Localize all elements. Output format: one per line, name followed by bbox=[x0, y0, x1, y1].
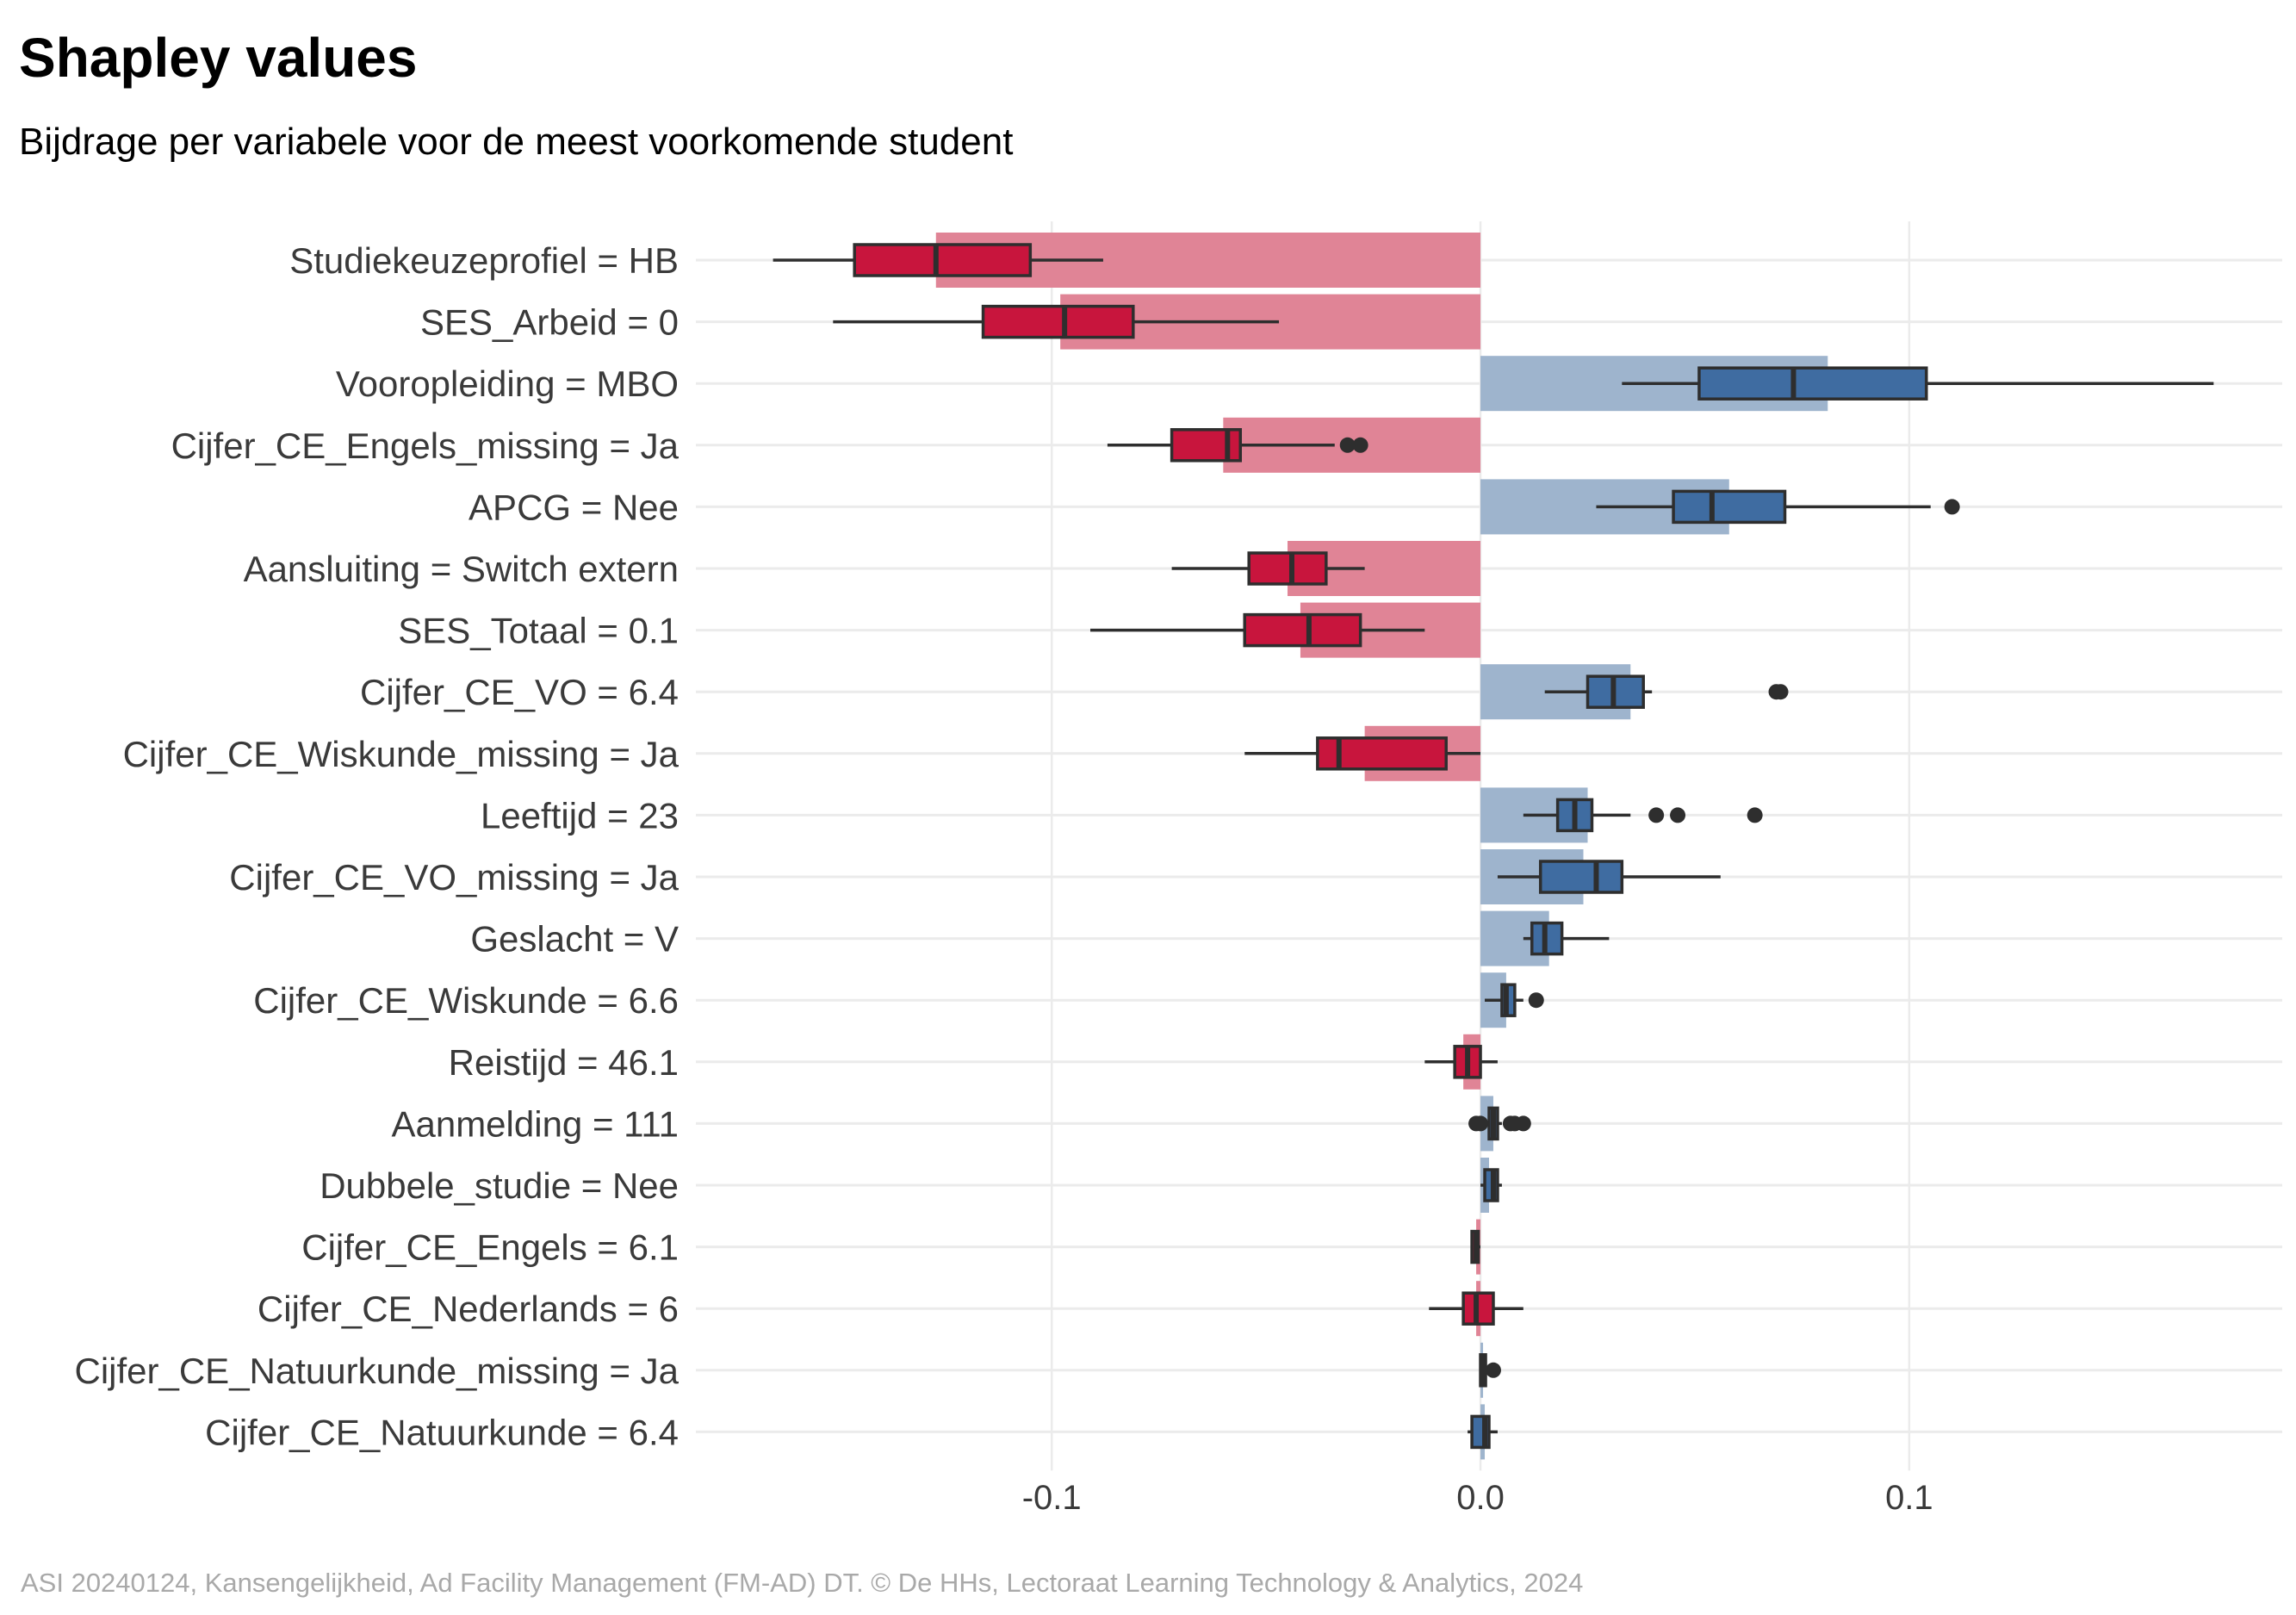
y-label-16: Cijfer_CE_Engels = 6.1 bbox=[301, 1227, 679, 1268]
outlier-14-4 bbox=[1515, 1115, 1531, 1132]
y-label-0: Studiekeuzeprofiel = HB bbox=[289, 240, 679, 281]
outlier-18-0 bbox=[1485, 1362, 1501, 1378]
y-label-8: Cijfer_CE_Wiskunde_missing = Ja bbox=[123, 734, 679, 774]
y-label-19: Cijfer_CE_Natuurkunde = 6.4 bbox=[205, 1412, 679, 1452]
outlier-9-2 bbox=[1747, 807, 1763, 823]
box-5 bbox=[1247, 551, 1328, 586]
x-tick-label-1: 0.0 bbox=[1456, 1479, 1505, 1517]
bar-layer bbox=[935, 233, 1828, 1460]
y-label-2: Vooropleiding = MBO bbox=[336, 363, 679, 404]
box-0 bbox=[853, 243, 1033, 277]
y-labels: Studiekeuzeprofiel = HB SES_Arbeid = 0 Voo… bbox=[74, 240, 679, 1452]
x-tick-label-2: 0.1 bbox=[1885, 1479, 1933, 1517]
caption: ASI 20240124, Kansengelijkheid, Ad Facil… bbox=[21, 1568, 1584, 1598]
y-label-10: Cijfer_CE_VO_missing = Ja bbox=[229, 857, 679, 898]
outlier-7-1 bbox=[1772, 684, 1789, 700]
y-label-6: SES_Totaal = 0.1 bbox=[398, 611, 679, 651]
y-label-3: Cijfer_CE_Engels_missing = Ja bbox=[171, 425, 679, 466]
box-6 bbox=[1243, 612, 1362, 648]
y-label-15: Dubbele_studie = Nee bbox=[320, 1165, 679, 1206]
outlier-4-0 bbox=[1944, 499, 1960, 515]
x-tick-label-0: -0.1 bbox=[1022, 1479, 1082, 1517]
y-label-1: SES_Arbeid = 0 bbox=[420, 302, 679, 343]
y-label-14: Aanmelding = 111 bbox=[391, 1103, 679, 1144]
outlier-3-1 bbox=[1352, 437, 1368, 453]
outlier-3-0 bbox=[1339, 437, 1356, 453]
box-1 bbox=[981, 304, 1135, 339]
box-10 bbox=[1538, 860, 1624, 894]
y-label-12: Cijfer_CE_Wiskunde = 6.6 bbox=[253, 980, 679, 1021]
y-label-17: Cijfer_CE_Nederlands = 6 bbox=[258, 1289, 679, 1329]
box-layer bbox=[773, 243, 2214, 1450]
y-label-4: APCG = Nee bbox=[469, 487, 679, 527]
outlier-9-1 bbox=[1670, 807, 1686, 823]
outlier-14-1 bbox=[1473, 1115, 1489, 1132]
x-tick-labels: -0.1 0.0 0.1 bbox=[1022, 1479, 1933, 1517]
y-label-9: Leeftijd = 23 bbox=[481, 795, 679, 835]
y-label-7: Cijfer_CE_VO = 6.4 bbox=[360, 672, 679, 712]
box-4 bbox=[1672, 489, 1787, 525]
box-2 bbox=[1697, 366, 1928, 401]
y-label-18: Cijfer_CE_Natuurkunde_missing = Ja bbox=[74, 1351, 679, 1391]
y-label-5: Aansluiting = Switch extern bbox=[244, 549, 679, 589]
y-label-13: Reistijd = 46.1 bbox=[449, 1042, 679, 1083]
y-label-11: Geslacht = V bbox=[470, 919, 679, 960]
outlier-9-0 bbox=[1648, 807, 1665, 823]
chart-subtitle: Bijdrage per variabele voor de meest voo… bbox=[19, 121, 1014, 163]
chart-title: Shapley values bbox=[19, 27, 418, 89]
outlier-12-0 bbox=[1528, 992, 1544, 1009]
